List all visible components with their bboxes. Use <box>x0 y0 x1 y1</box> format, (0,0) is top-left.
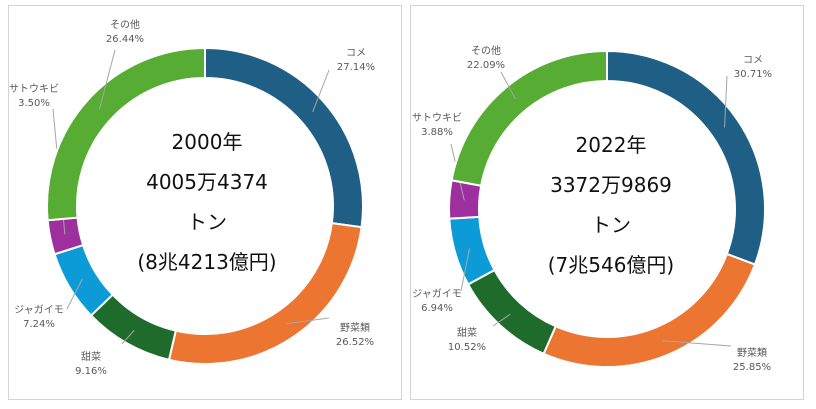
category-label-potato: ジャガイモ <box>14 304 64 316</box>
data-label-sugarcane: 3.88% <box>421 127 453 138</box>
center-text-line-4: (7兆546億円) <box>548 253 675 277</box>
center-text-line-1: 2000年 <box>172 130 243 154</box>
slice-potato <box>448 215 496 286</box>
leader-line-other <box>500 71 516 100</box>
data-label-vegetables: 26.52% <box>336 337 374 348</box>
category-label-sugarcane: サトウキビ <box>9 83 59 95</box>
category-label-potato: ジャガイモ <box>412 288 462 300</box>
category-label-sugarcane: サトウキビ <box>412 112 462 124</box>
data-label-sugarcane: 3.50% <box>18 98 50 109</box>
leader-line-vegetables <box>286 317 330 325</box>
data-label-sugar-beet: 9.16% <box>75 366 107 377</box>
center-text-line-2: 3372万9869 <box>550 173 672 197</box>
donut-chart-2022: コメ 30.71% 野菜類 25.85% 甜菜 10.52% ジャガイモ 6.94% サトウキビ… <box>412 44 772 373</box>
slice-other <box>450 49 608 187</box>
category-label-other: その他 <box>471 44 501 57</box>
data-label-vegetables: 25.85% <box>733 362 771 373</box>
donut-chart-2000: コメ 27.14% 野菜類 26.52% 甜菜 9.16% ジャガイモ 7.24% サトウキビ 3… <box>9 18 375 377</box>
center-text-line-2: 4005万4374 <box>146 170 268 194</box>
category-label-other: その他 <box>110 18 140 31</box>
leader-line-rice <box>312 69 330 113</box>
leader-line-other <box>98 49 116 110</box>
chart-panel-2000: コメ 27.14% 野菜類 26.52% 甜菜 9.16% ジャガイモ 7.24% サトウキビ 3… <box>8 5 402 400</box>
slice-vegetables <box>167 222 363 365</box>
leader-line-sugar-beet <box>492 313 511 327</box>
leader-line-vegetables <box>662 340 732 347</box>
category-label-vegetables: 野菜類 <box>340 322 370 334</box>
slice-sugarcane <box>448 179 483 220</box>
center-text-line-3: トン <box>591 213 631 237</box>
category-label-vegetables: 野菜類 <box>737 347 767 359</box>
center-text-line-3: トン <box>187 210 227 234</box>
data-label-potato: 7.24% <box>23 319 55 330</box>
slice-other <box>46 46 206 222</box>
data-label-rice: 30.71% <box>734 69 772 80</box>
leader-line-sugar-beet <box>121 329 135 345</box>
leader-line-potato <box>66 279 83 310</box>
data-label-sugar-beet: 10.52% <box>448 342 486 353</box>
category-label-sugar-beet: 甜菜 <box>81 350 101 363</box>
data-label-rice: 27.14% <box>337 62 375 73</box>
category-label-rice: コメ <box>346 48 366 59</box>
category-label-rice: コメ <box>743 55 763 66</box>
leader-line-rice <box>724 75 728 128</box>
category-label-sugar-beet: 甜菜 <box>457 326 477 339</box>
center-text-line-4: (8兆4213億円) <box>137 250 276 274</box>
data-label-other: 26.44% <box>106 34 144 45</box>
chart-panel-2022: コメ 30.71% 野菜類 25.85% 甜菜 10.52% ジャガイモ 6.94% サトウキビ… <box>410 5 804 400</box>
center-text-line-1: 2022年 <box>576 133 647 157</box>
data-label-potato: 6.94% <box>421 303 453 314</box>
leader-line-potato <box>460 248 471 292</box>
data-label-other: 22.09% <box>467 60 505 71</box>
